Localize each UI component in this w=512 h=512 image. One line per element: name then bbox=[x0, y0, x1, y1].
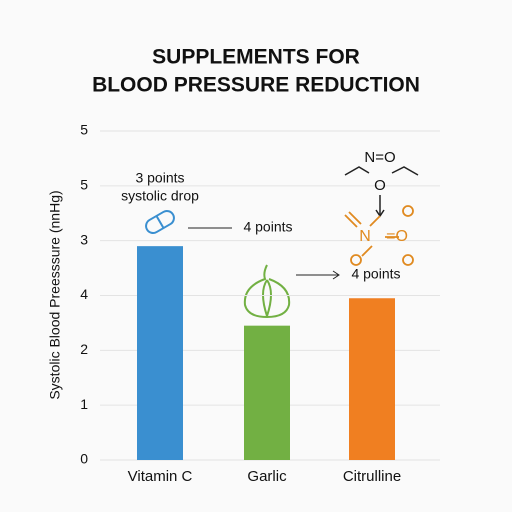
annotation: N bbox=[359, 228, 371, 245]
bar bbox=[244, 325, 290, 460]
x-tick-label: Vitamin C bbox=[128, 468, 193, 485]
molecule-drawing bbox=[344, 205, 414, 266]
chart-title: BLOOD PRESSURE REDUCTION bbox=[92, 74, 420, 97]
y-tick-label: 2 bbox=[80, 341, 88, 357]
garlic-icon bbox=[243, 264, 291, 319]
x-tick-label: Citrulline bbox=[343, 468, 401, 485]
annotation: O bbox=[374, 177, 386, 194]
y-tick-label: 3 bbox=[80, 231, 88, 247]
bar bbox=[349, 298, 395, 460]
y-tick-label: 5 bbox=[80, 122, 88, 138]
arrow-head bbox=[332, 270, 340, 280]
y-tick-label: 0 bbox=[80, 451, 88, 467]
y-tick-label: 5 bbox=[80, 177, 88, 193]
chart-title: SUPPLEMENTS FOR bbox=[152, 46, 360, 69]
annotation: 3 points bbox=[135, 170, 184, 186]
x-tick-label: Garlic bbox=[247, 468, 287, 485]
annotation: systolic drop bbox=[121, 188, 199, 204]
annotation: 4 points bbox=[243, 219, 292, 235]
annotation: 4 points bbox=[351, 266, 400, 282]
y-tick-label: 4 bbox=[80, 286, 88, 302]
y-tick-label: 1 bbox=[80, 396, 88, 412]
pill-icon bbox=[145, 210, 175, 234]
bar bbox=[137, 246, 183, 460]
y-axis-label: Systolic Blood Preesssure (nnHg) bbox=[47, 190, 63, 399]
annotation: =O bbox=[386, 228, 408, 245]
annotation: N=O bbox=[364, 149, 395, 166]
